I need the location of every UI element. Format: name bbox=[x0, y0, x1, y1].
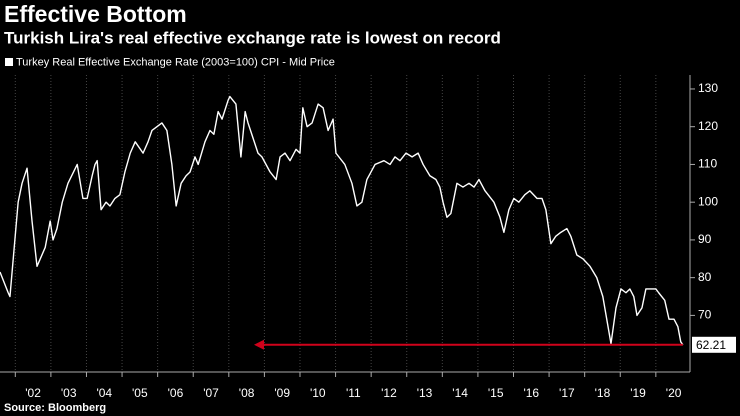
x-tick-label: '14 bbox=[452, 386, 468, 400]
annotation-arrowhead bbox=[254, 339, 264, 350]
x-tick-label: '15 bbox=[488, 386, 504, 400]
last-value-box bbox=[692, 336, 736, 353]
y-tick-label: 80 bbox=[698, 270, 712, 284]
y-tick-label: 90 bbox=[698, 232, 712, 246]
x-tick-label: '16 bbox=[523, 386, 539, 400]
x-tick-label: '09 bbox=[274, 386, 290, 400]
legend-label: Turkey Real Effective Exchange Rate (200… bbox=[16, 56, 335, 68]
chart-title: Effective Bottom bbox=[4, 1, 187, 27]
x-tick-label: '06 bbox=[168, 386, 184, 400]
y-tick-label: 70 bbox=[698, 308, 712, 322]
x-tick-label: '07 bbox=[203, 386, 219, 400]
chart-subtitle: Turkish Lira's real effective exchange r… bbox=[4, 28, 501, 47]
x-tick-label: '08 bbox=[239, 386, 255, 400]
x-tick-label: '18 bbox=[595, 386, 611, 400]
y-tick-label: 110 bbox=[698, 157, 717, 171]
y-tick-label: 130 bbox=[698, 81, 718, 95]
x-tick-label: '05 bbox=[132, 386, 148, 400]
last-value-label: 62.21 bbox=[696, 338, 726, 352]
x-tick-label: '13 bbox=[417, 386, 433, 400]
x-tick-label: '19 bbox=[630, 386, 646, 400]
y-tick-label: 100 bbox=[698, 194, 718, 208]
x-tick-label: '12 bbox=[381, 386, 397, 400]
x-tick-label: '03 bbox=[61, 386, 77, 400]
x-tick-label: '17 bbox=[559, 386, 575, 400]
x-tick-label: '02 bbox=[25, 386, 41, 400]
x-tick-label: '20 bbox=[666, 386, 682, 400]
legend-swatch bbox=[5, 58, 13, 66]
source: Source: Bloomberg bbox=[4, 402, 106, 414]
line bbox=[0, 95, 684, 346]
x-tick-label: '10 bbox=[310, 386, 326, 400]
x-tick-label: '04 bbox=[96, 386, 112, 400]
y-tick-label: 120 bbox=[698, 119, 718, 133]
x-tick-label: '11 bbox=[346, 386, 361, 400]
